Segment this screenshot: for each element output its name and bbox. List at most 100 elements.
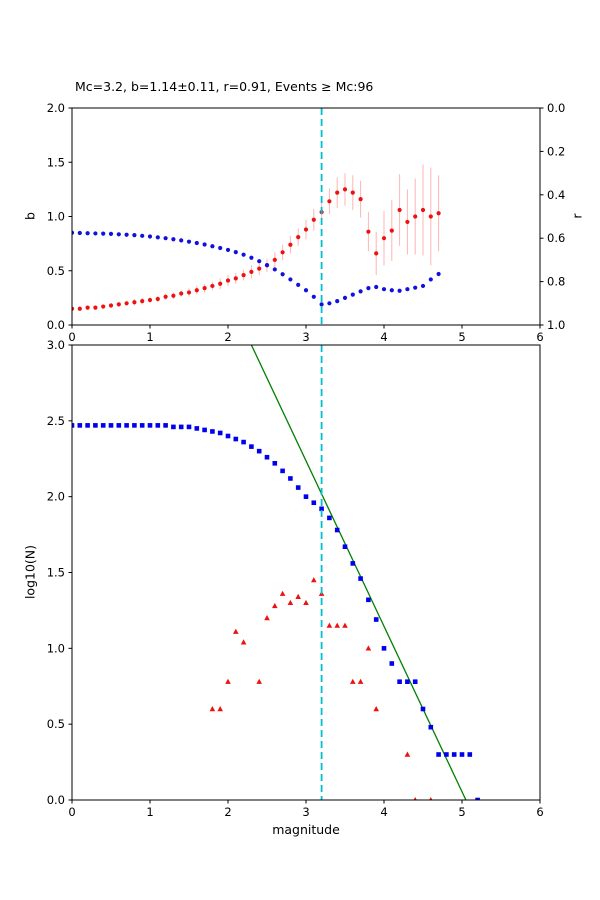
data-point [413,285,418,290]
data-point [249,269,254,274]
data-point [233,276,238,281]
data-point [358,576,363,581]
data-point [420,706,426,712]
data-point [319,506,324,512]
bottom-x-axis-label: magnitude [272,822,340,837]
data-point [218,245,223,251]
y-tick-label: 0.5 [47,264,65,278]
data-point [186,239,192,244]
data-point [342,544,348,550]
top-panel: 0 1 2 3 4 5 6 2.0 1.5 1.0 0.5 0.0 0.0 0.2 0.4 0.6 0.8 1.0 [47,101,566,344]
axes-frame [71,344,541,801]
data-point [311,217,316,222]
data-point [163,294,168,299]
x-tick-label: 6 [536,805,543,819]
y-tick-label: 1.0 [47,641,65,655]
data-point [171,424,176,430]
data-point [365,645,372,651]
data-point [202,242,207,247]
data-point [124,301,129,306]
data-point [225,433,231,439]
data-point [257,259,262,264]
data-point [218,281,223,286]
data-point [116,423,122,428]
data-point [420,283,426,289]
data-point [101,304,106,309]
data-point [171,293,176,298]
x-tick-label: 3 [302,805,309,819]
data-point [404,751,411,757]
data-point [397,207,402,213]
data-point [334,527,340,533]
data-point [256,448,262,454]
y-tick-right-label: 0.6 [547,231,565,245]
data-point [233,436,239,442]
data-point [428,277,433,282]
r-value-series [71,230,441,307]
data-point [279,590,286,596]
x-tick-label: 4 [380,805,387,819]
data-point [272,602,278,609]
data-point [163,236,168,241]
data-point [194,426,200,431]
data-point [85,423,90,428]
data-point [147,297,153,303]
data-point [366,286,371,291]
data-point [100,423,106,428]
y-tick-label: 3.0 [47,338,65,352]
data-point [264,454,270,460]
y-tick-right-label: 0.4 [547,188,565,202]
data-point [178,424,184,430]
data-point [108,423,114,428]
data-point [116,232,121,237]
data-point [108,231,114,236]
data-point [147,423,153,428]
data-point [272,267,277,272]
data-point [249,444,254,449]
data-point [249,255,254,260]
data-point [311,577,317,583]
cumulative-count-series [71,423,480,801]
data-point [412,679,418,684]
data-point [210,283,215,289]
data-point [428,214,433,219]
data-point [366,597,371,603]
b-value-series [71,164,441,311]
data-point [374,251,379,256]
data-point [374,284,379,290]
data-point [357,678,364,684]
y-tick-right-label: 1.0 [547,318,565,332]
data-point [71,423,75,428]
data-point [186,290,192,295]
data-point [132,300,137,305]
data-point [358,197,363,202]
data-point [373,617,379,622]
data-point [381,646,387,651]
data-point [140,233,145,238]
y-tick-label: 1.5 [47,566,65,580]
data-point [413,214,418,219]
data-point [194,240,199,246]
data-point [257,266,262,271]
y-tick-right-label: 0.8 [547,275,565,289]
data-point [342,622,348,628]
y-tick-label: 1.5 [47,155,65,169]
axes-frame [71,107,541,326]
data-point [93,305,98,310]
data-point [428,724,434,730]
data-point [240,639,247,645]
data-point [225,678,231,684]
x-tick-label: 2 [224,330,231,344]
data-point [179,238,184,243]
data-point [381,287,387,292]
data-point [233,628,239,634]
y-tick-right-label: 0.0 [547,101,565,115]
data-point [217,706,223,712]
y-tick-label: 2.0 [47,490,65,504]
data-point [186,424,192,430]
bottom-data-area [71,344,480,801]
data-point [264,615,270,621]
data-point [155,423,161,428]
data-point [335,190,340,195]
